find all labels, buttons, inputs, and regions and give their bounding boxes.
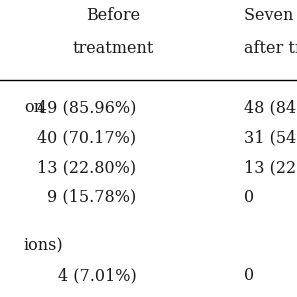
Text: Seven d: Seven d bbox=[244, 7, 297, 24]
Text: 4 (7.01%): 4 (7.01%) bbox=[58, 267, 137, 284]
Text: 40 (70.17%): 40 (70.17%) bbox=[37, 129, 137, 146]
Text: 31 (54.3: 31 (54.3 bbox=[244, 129, 297, 146]
Text: 0: 0 bbox=[244, 189, 254, 206]
Text: ions): ions) bbox=[24, 238, 63, 255]
Text: Before: Before bbox=[86, 7, 140, 24]
Text: 0: 0 bbox=[244, 267, 254, 284]
Text: 48 (84.2: 48 (84.2 bbox=[244, 99, 297, 116]
Text: 9 (15.78%): 9 (15.78%) bbox=[47, 189, 137, 206]
Text: treatment: treatment bbox=[72, 40, 154, 57]
Text: on: on bbox=[24, 99, 44, 116]
Text: 49 (85.96%): 49 (85.96%) bbox=[37, 99, 137, 116]
Text: after trea: after trea bbox=[244, 40, 297, 57]
Text: 13 (22.80%): 13 (22.80%) bbox=[37, 159, 137, 176]
Text: 13 (22.8: 13 (22.8 bbox=[244, 159, 297, 176]
